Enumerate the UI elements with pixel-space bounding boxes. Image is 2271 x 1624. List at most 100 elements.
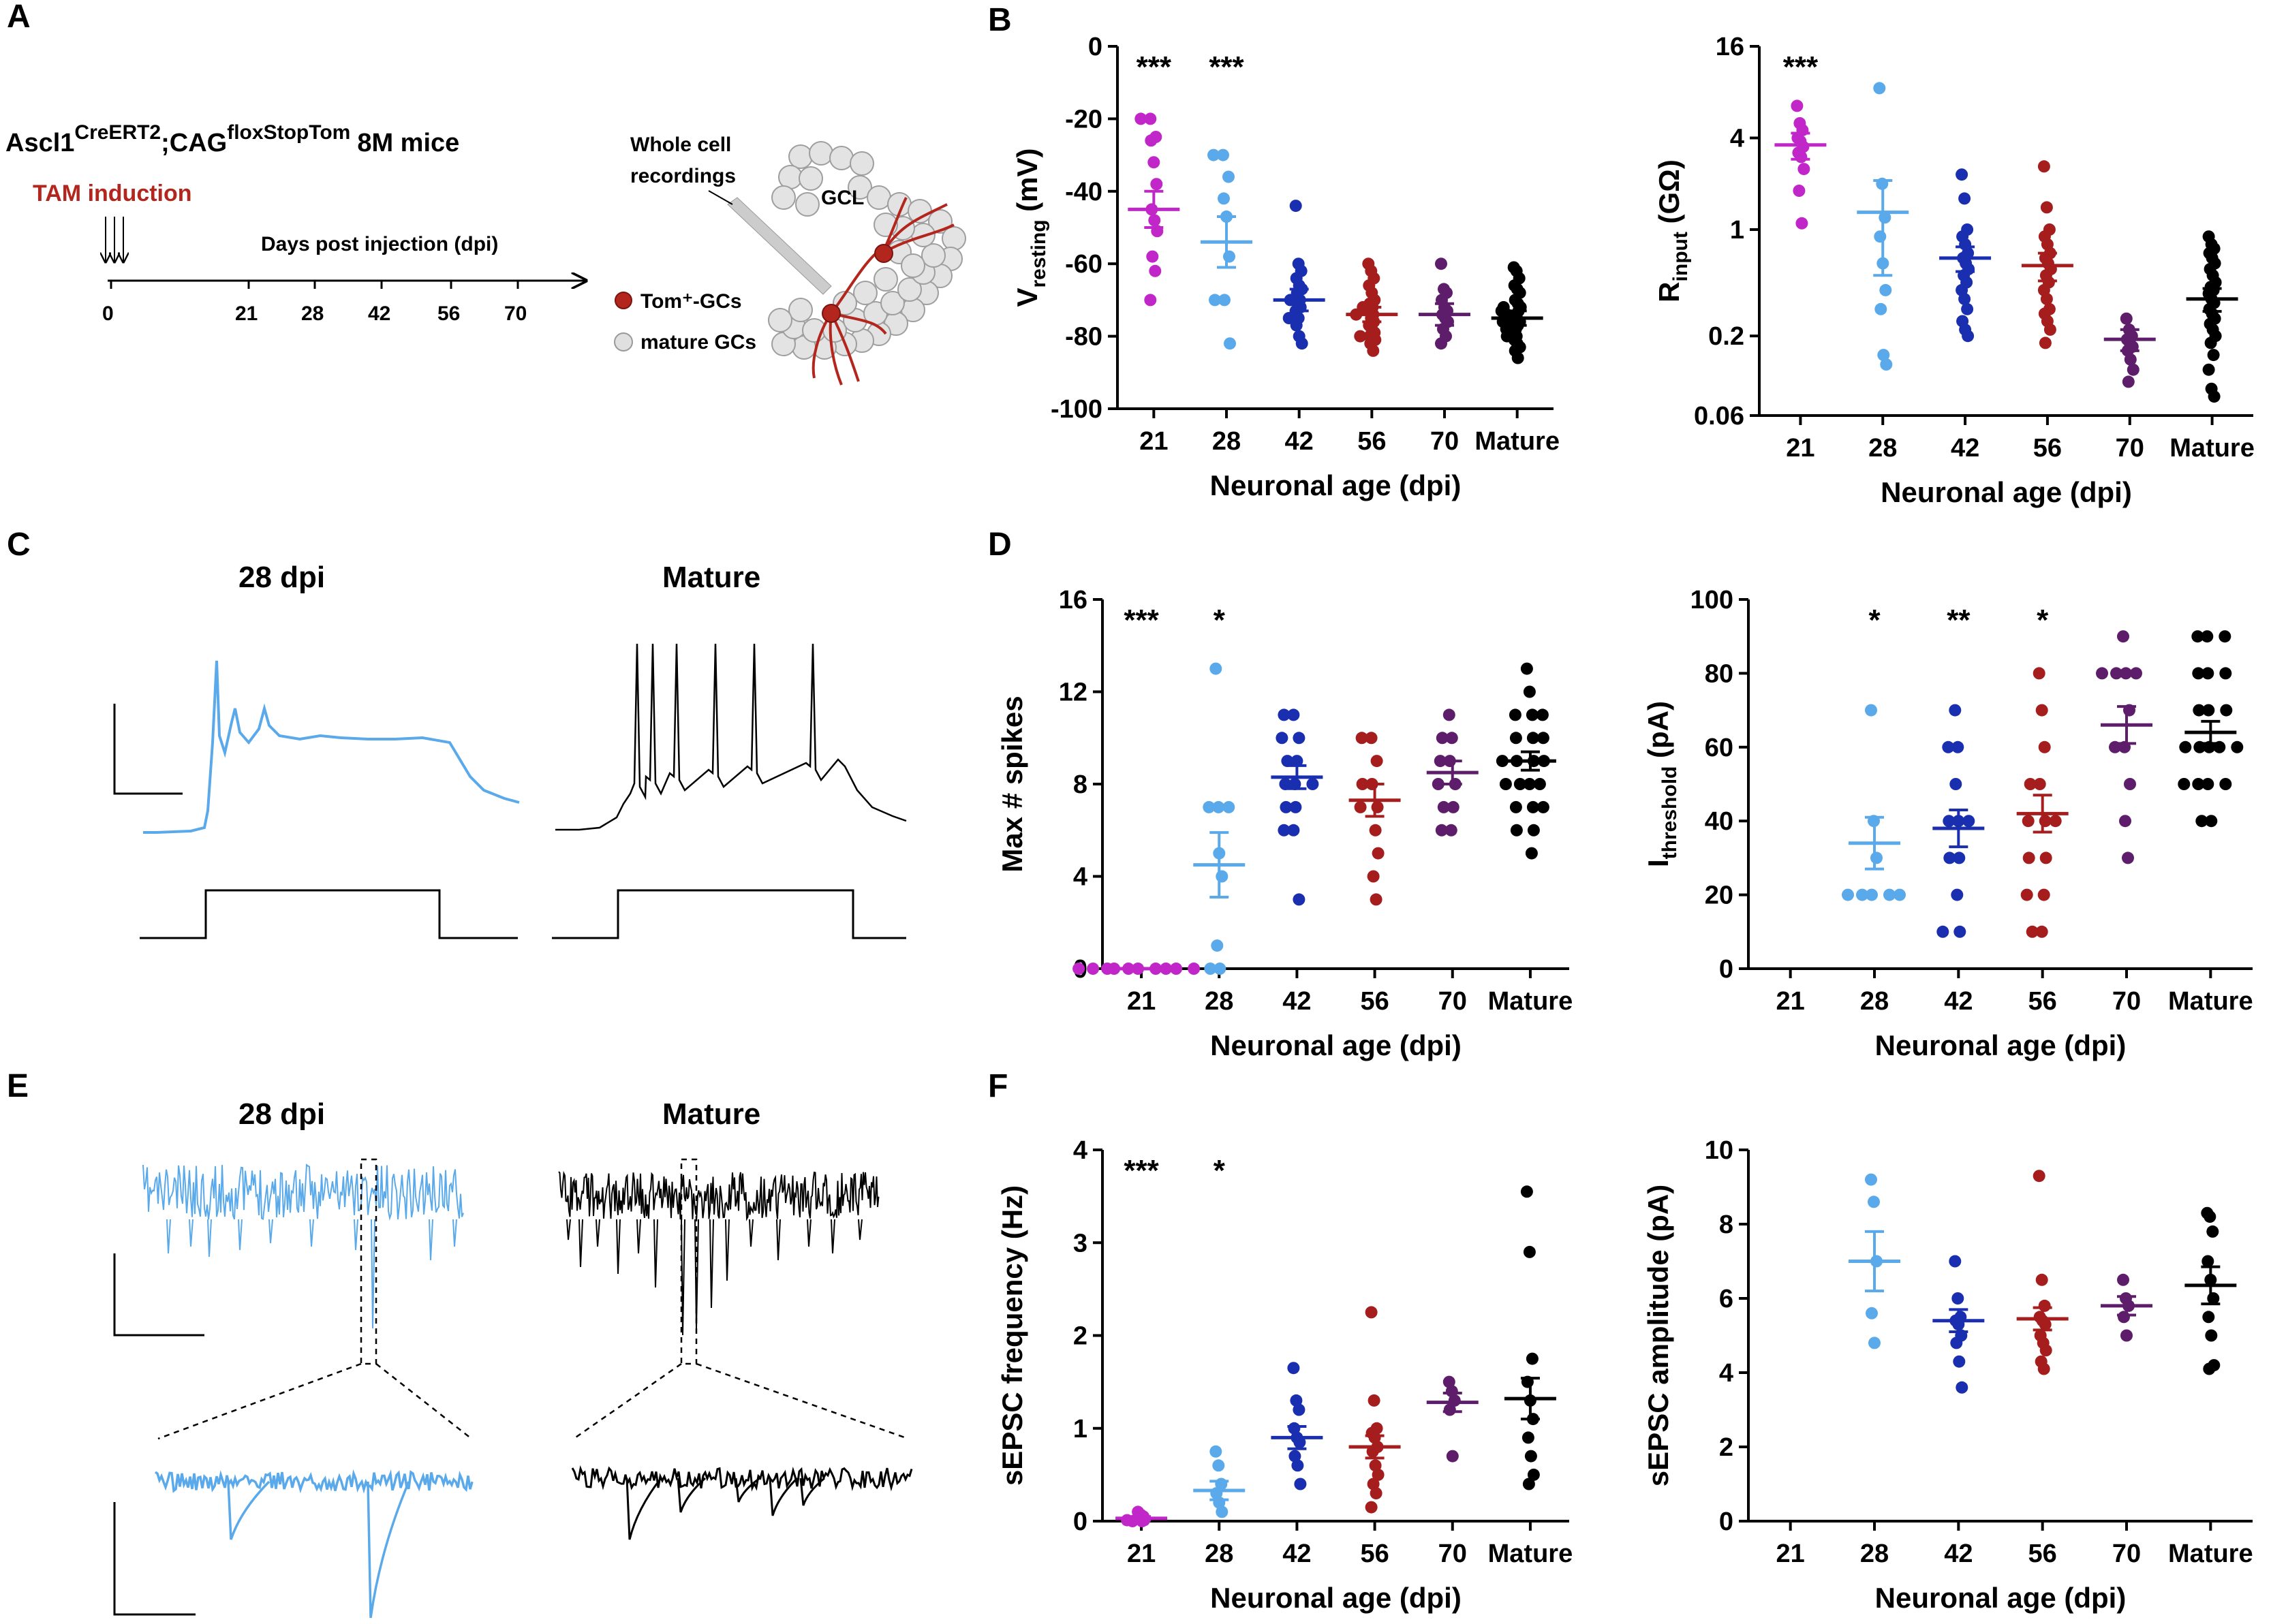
gcl-cell (867, 185, 891, 210)
data-point (1525, 847, 1538, 860)
data-point (1509, 732, 1522, 745)
significance-stars: * (1868, 604, 1881, 637)
data-point (1289, 800, 1302, 813)
data-point (1894, 888, 1906, 901)
data-point (1866, 888, 1878, 901)
y-tick-label: 10 (1705, 1136, 1733, 1165)
data-point (1949, 778, 1962, 790)
x-tick-label: 21 (1776, 987, 1805, 1016)
x-tick-label: 70 (2112, 987, 2141, 1016)
data-point (1365, 1306, 1378, 1319)
y-tick-label: 60 (1705, 734, 1733, 762)
timeline-tick-labels: 0 21 28 42 56 70 (102, 302, 527, 325)
data-point (1367, 1478, 1380, 1490)
y-tick-label: -100 (1051, 395, 1102, 424)
legend-mature-dot (614, 332, 633, 352)
data-point (1370, 893, 1382, 906)
data-point (1354, 800, 1367, 813)
gcl-cell (901, 253, 925, 278)
gcl-cell (829, 146, 854, 170)
data-point (2035, 704, 2048, 717)
timeline-tick-70: 70 (504, 302, 527, 325)
timeline-tick-42: 42 (368, 302, 390, 325)
data-point (1289, 200, 1302, 213)
data-point (2122, 852, 2134, 864)
current-step-mature (552, 889, 906, 939)
data-point (2178, 778, 2191, 790)
data-point (1145, 134, 1158, 147)
data-point (1856, 888, 1868, 901)
data-point (1795, 217, 1808, 230)
data-point (1950, 1337, 1963, 1349)
x-tick-label: 21 (1776, 1540, 1805, 1568)
data-point (1883, 888, 1896, 901)
y-tick-label: 8 (1719, 1211, 1733, 1239)
data-point (1291, 1459, 1304, 1472)
data-point (1287, 708, 1300, 721)
data-point (2033, 1170, 2045, 1183)
data-point (1295, 337, 1308, 350)
gcl-cell (850, 151, 874, 176)
data-point (1870, 852, 1883, 864)
chart-d1: D16128402128425670MatureNeuronal age (dp… (988, 527, 1573, 1061)
data-point (1288, 1450, 1301, 1463)
data-point (1936, 925, 1949, 938)
data-point (2117, 1273, 2129, 1286)
panel-e-scale-bars (113, 1253, 204, 1616)
y-tick-label: 16 (1059, 586, 1087, 614)
y-tick-label: 20 (1705, 881, 1733, 910)
data-point (1354, 330, 1367, 343)
sepsc-trace-mature (558, 1170, 880, 1336)
sepsc-zoom-trace-mature (571, 1465, 913, 1540)
data-point (1290, 319, 1303, 332)
data-point (2219, 667, 2232, 680)
data-point (1209, 294, 1221, 307)
data-point (2020, 888, 2033, 901)
y-axis-label: sEPSC frequency (Hz) (996, 1185, 1028, 1486)
x-axis-label: Neuronal age (dpi) (1875, 1029, 2127, 1061)
data-point (1943, 815, 1956, 828)
data-point (1443, 1403, 1456, 1416)
y-tick-label: 4 (1073, 863, 1087, 892)
data-point (1147, 156, 1160, 169)
data-point (1536, 800, 1549, 813)
data-point (2039, 1344, 2052, 1357)
y-axis-label: Ithreshold (pA) (1642, 701, 1681, 867)
x-tick-label: Mature (1488, 1540, 1573, 1568)
panel-letter-d: D (988, 527, 1012, 563)
data-point (1880, 358, 1893, 371)
data-point (1211, 939, 1224, 952)
y-tick-label: -20 (1065, 105, 1102, 134)
data-point (1170, 963, 1183, 975)
y-tick-label: 1 (1073, 1415, 1087, 1443)
data-point (1293, 893, 1306, 906)
data-point (1218, 192, 1230, 205)
data-point (2043, 323, 2056, 336)
data-point (2122, 375, 2135, 388)
data-point (1527, 824, 1540, 837)
y-tick-label: 80 (1705, 659, 1733, 688)
data-point (1536, 708, 1549, 721)
gcl-cell (848, 175, 872, 200)
gcl-cell-cluster (768, 141, 966, 360)
data-point (1958, 192, 1971, 205)
sepsc-zoom-trace-28dpi (154, 1469, 474, 1619)
panel-letter-c: C (7, 527, 31, 563)
data-point (1072, 963, 1085, 975)
data-point (1355, 732, 1368, 745)
data-point (1510, 824, 1523, 837)
x-tick-label: 28 (1205, 1540, 1233, 1568)
data-point (1874, 230, 1887, 243)
x-tick-label: 28 (1868, 434, 1897, 463)
significance-stars: ** (1947, 604, 1971, 637)
data-point (1526, 1352, 1539, 1365)
data-point (2124, 353, 2137, 366)
data-point (1953, 852, 1966, 864)
legend-mature-label: mature GCs (640, 331, 756, 354)
data-point (1511, 352, 1524, 364)
data-point (2026, 925, 2039, 938)
x-tick-label: 70 (1438, 1540, 1467, 1568)
data-point (1435, 824, 1448, 837)
